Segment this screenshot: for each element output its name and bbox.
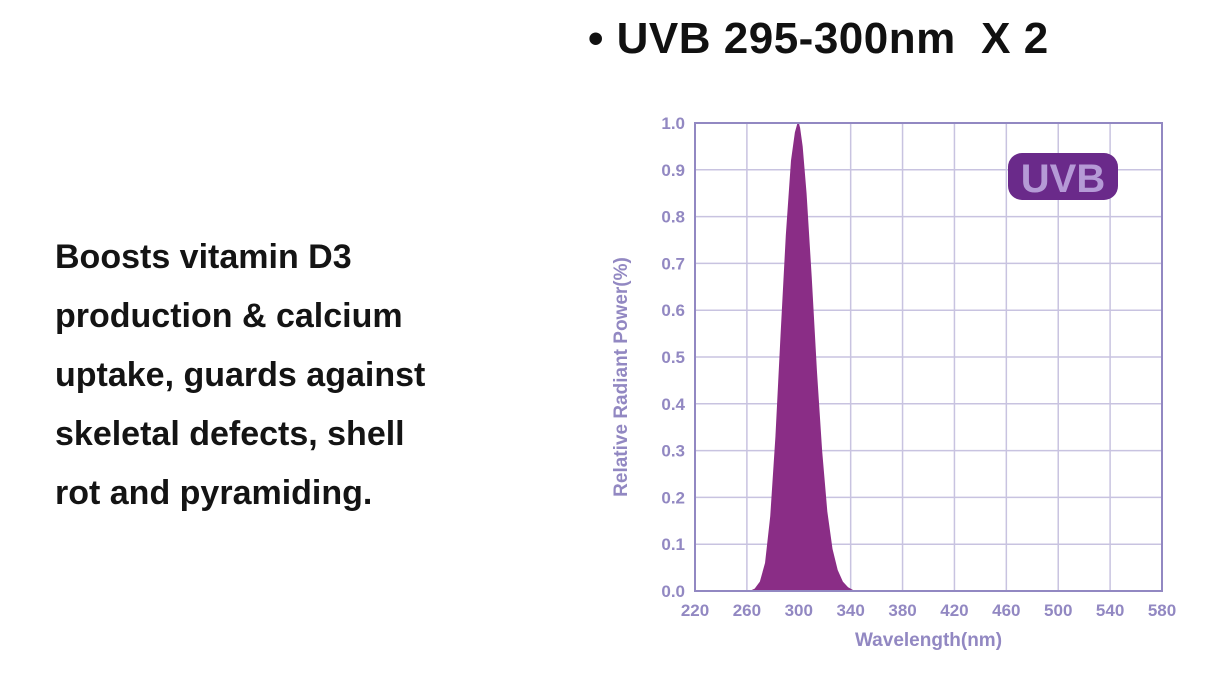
spectrum-area — [749, 123, 859, 591]
description-line: rot and pyramiding. — [55, 474, 373, 512]
y-tick-label: 0.4 — [661, 395, 685, 414]
badge-label: UVB — [1021, 157, 1105, 201]
description-line: production & calcium — [55, 297, 403, 335]
y-tick-label: 0.8 — [661, 208, 685, 227]
x-tick-label: 580 — [1148, 601, 1176, 620]
y-axis-label: Relative Radiant Power(%) — [611, 257, 632, 497]
x-tick-label: 500 — [1044, 601, 1072, 620]
x-tick-label: 220 — [681, 601, 709, 620]
y-tick-label: 0.7 — [661, 254, 685, 273]
y-tick-label: 0.1 — [661, 535, 685, 554]
y-tick-label: 0.3 — [661, 442, 685, 461]
description: Boosts vitamin D3 production & calcium u… — [55, 228, 555, 523]
x-tick-label: 540 — [1096, 601, 1124, 620]
x-tick-label: 460 — [992, 601, 1020, 620]
y-tick-label: 0.0 — [661, 582, 685, 601]
description-line: uptake, guards against — [55, 356, 426, 394]
x-tick-label: 340 — [836, 601, 864, 620]
x-tick-label: 380 — [888, 601, 916, 620]
x-tick-label: 260 — [733, 601, 761, 620]
description-line: Boosts vitamin D3 — [55, 238, 352, 276]
x-tick-label: 300 — [785, 601, 813, 620]
headline: • UVB 295-300nm X 2 — [588, 14, 1049, 63]
y-tick-label: 0.5 — [661, 348, 685, 367]
description-line: skeletal defects, shell — [55, 415, 405, 453]
y-tick-label: 0.6 — [661, 301, 685, 320]
badge-background — [1008, 153, 1118, 200]
x-tick-label: 420 — [940, 601, 968, 620]
x-axis-label: Wavelength(nm) — [855, 630, 1002, 651]
plot-frame — [694, 122, 1163, 592]
y-tick-label: 0.2 — [661, 488, 685, 507]
y-tick-label: 0.9 — [661, 161, 685, 180]
y-tick-label: 1.0 — [661, 114, 685, 133]
